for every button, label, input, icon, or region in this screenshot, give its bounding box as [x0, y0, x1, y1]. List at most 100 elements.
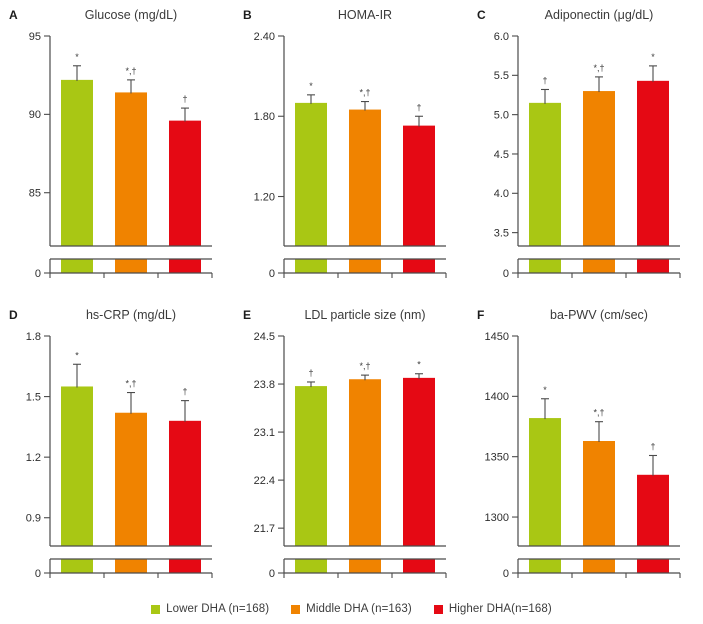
- significance-annotation: †: [182, 387, 187, 397]
- significance-annotation: *,†: [593, 63, 604, 73]
- y-tick-label: 1.20: [254, 191, 275, 203]
- significance-annotation: †: [650, 441, 655, 451]
- legend-label-lower-dha: Lower DHA (n=168): [166, 603, 270, 615]
- bar-stub: [403, 559, 435, 573]
- bar-stub: [169, 259, 201, 273]
- y-tick-label: 90: [29, 109, 41, 121]
- y-tick-label: 4.5: [494, 149, 509, 161]
- bar-c-2: [637, 80, 669, 247]
- significance-annotation: *,†: [359, 361, 370, 371]
- panel-homa-ir-chart: * *,† † 2.40 1.80 1.20 0 B HOMA-IR: [243, 8, 447, 280]
- significance-annotation: *,†: [593, 408, 604, 418]
- significance-annotation: †: [182, 94, 187, 104]
- bar-stub: [61, 259, 93, 273]
- bar-a-0: [61, 79, 93, 246]
- bar-stub: [115, 559, 147, 573]
- significance-annotation: *,†: [125, 66, 136, 76]
- y-tick-label: 1450: [485, 331, 509, 343]
- significance-annotation: *: [543, 385, 547, 395]
- bar-stub: [295, 259, 327, 273]
- y-tick-label: 23.8: [254, 379, 275, 391]
- bar-c-1: [583, 91, 615, 246]
- panel-ldl-size-chart: † *,† * 24.5 23.8 23.1 22.4 21.7 0 E LDL particle …: [243, 308, 447, 580]
- bar-stub: [295, 559, 327, 573]
- zero-label: 0: [503, 268, 509, 280]
- panel-title: ba-PWV (cm/sec): [550, 308, 648, 322]
- significance-annotation: *,†: [359, 88, 370, 98]
- legend: Lower DHA (n=168) Middle DHA (n=163) Hig…: [0, 599, 703, 619]
- panel-ba-pwv-chart: * *,† † 1450 1400 1350 1300 0 F ba-PWV (cm/sec): [477, 308, 681, 580]
- panel-letter: D: [9, 308, 18, 322]
- y-tick-label: 1.5: [26, 391, 41, 403]
- bar-stub: [583, 259, 615, 273]
- panel-title: HOMA-IR: [338, 8, 392, 22]
- y-tick-label: 1.2: [26, 452, 41, 464]
- bar-stub: [169, 559, 201, 573]
- panel-letter: E: [243, 308, 251, 322]
- legend-item-lower-dha: Lower DHA (n=168): [151, 603, 269, 615]
- significance-annotation: *: [309, 81, 313, 91]
- zero-label: 0: [35, 268, 41, 280]
- bar-stub: [61, 559, 93, 573]
- y-tick-label: 23.1: [254, 427, 275, 439]
- y-tick-label: 22.4: [254, 475, 275, 487]
- bar-stub: [529, 559, 561, 573]
- y-tick-label: 5.5: [494, 70, 509, 82]
- significance-annotation: *,†: [125, 379, 136, 389]
- panel-title: hs-CRP (mg/dL): [86, 308, 176, 322]
- legend-label-higher-dha: Higher DHA(n=168): [448, 603, 552, 615]
- panel-letter: F: [477, 308, 484, 322]
- bar-a-2: [169, 120, 201, 246]
- y-tick-label: 95: [29, 31, 41, 43]
- bar-stub: [529, 259, 561, 273]
- bar-d-1: [115, 412, 147, 546]
- y-tick-label: 3.5: [494, 227, 509, 239]
- significance-annotation: †: [542, 75, 547, 85]
- bar-stub: [403, 259, 435, 273]
- legend-item-middle-dha: Middle DHA (n=163): [291, 603, 412, 615]
- y-tick-label: 6.0: [494, 31, 509, 43]
- bar-e-2: [403, 377, 435, 546]
- y-tick-label: 24.5: [254, 331, 275, 343]
- bar-c-0: [529, 102, 561, 246]
- bar-d-0: [61, 386, 93, 546]
- significance-annotation: *: [651, 52, 655, 62]
- significance-annotation: †: [416, 102, 421, 112]
- bar-a-1: [115, 92, 147, 246]
- bar-e-0: [295, 386, 327, 546]
- bar-f-1: [583, 441, 615, 546]
- legend-item-higher-dha: Higher DHA(n=168): [433, 603, 552, 615]
- zero-label: 0: [503, 568, 509, 580]
- panels-grid: * *,† † 95 90 85 0 A Glucose (mg/dL) * *,† † 2.40 1.…: [9, 8, 681, 580]
- bar-d-2: [169, 420, 201, 546]
- bar-e-1: [349, 379, 381, 546]
- lower-dha-swatch-icon: [151, 604, 161, 614]
- panel-letter: B: [243, 8, 252, 22]
- bar-stub: [349, 559, 381, 573]
- zero-label: 0: [35, 568, 41, 580]
- bar-b-1: [349, 109, 381, 246]
- bar-stub: [583, 559, 615, 573]
- bar-b-2: [403, 125, 435, 246]
- y-tick-label: 1350: [485, 451, 509, 463]
- y-tick-label: 1.8: [26, 331, 41, 343]
- panel-hs-crp-chart: * *,† † 1.8 1.5 1.2 0.9 0 D hs-CRP (mg/dL): [9, 308, 213, 580]
- bar-f-0: [529, 418, 561, 546]
- significance-annotation: †: [308, 368, 313, 378]
- panel-glucose-chart: * *,† † 95 90 85 0 A Glucose (mg/dL): [9, 8, 213, 280]
- y-tick-label: 5.0: [494, 109, 509, 121]
- bar-stub: [115, 259, 147, 273]
- higher-dha-swatch-icon: [433, 604, 443, 614]
- significance-annotation: *: [75, 52, 79, 62]
- panel-title: Adiponectin (μg/dL): [545, 8, 654, 22]
- bar-f-2: [637, 474, 669, 546]
- y-tick-label: 0.9: [26, 513, 41, 525]
- middle-dha-swatch-icon: [291, 604, 301, 614]
- bar-stub: [637, 259, 669, 273]
- significance-annotation: *: [75, 350, 79, 360]
- bar-b-0: [295, 102, 327, 246]
- y-tick-label: 2.40: [254, 31, 275, 43]
- significance-annotation: *: [417, 360, 421, 370]
- legend-label-middle-dha: Middle DHA (n=163): [306, 603, 412, 615]
